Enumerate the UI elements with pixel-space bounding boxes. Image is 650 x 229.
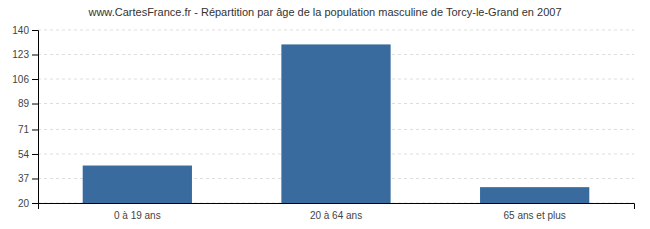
- axis-line: [32, 31, 39, 204]
- x-tick: 65 ans et plus: [504, 210, 566, 221]
- tick-mark: [32, 79, 38, 80]
- tick-label: 20: [18, 198, 30, 209]
- tick-mark: [32, 178, 38, 179]
- grid-line: [38, 30, 634, 31]
- y-tick: 71: [18, 124, 38, 135]
- axis-line: [39, 204, 635, 210]
- tick-mark: [32, 30, 38, 31]
- x-axis: 0 à 19 ans 20 à 64 ans 65 ans et plus: [39, 204, 635, 222]
- y-tick: 37: [18, 173, 38, 184]
- tick-mark: [32, 55, 38, 56]
- tick-mark: [32, 129, 38, 130]
- tick-label: 89: [18, 98, 30, 109]
- chart-container: www.CartesFrance.fr - Répartition par âg…: [0, 0, 650, 229]
- tick-label: 0 à 19 ans: [114, 210, 161, 221]
- tick-label: 106: [12, 74, 29, 85]
- tick-mark: [32, 154, 38, 155]
- bars: [83, 44, 590, 203]
- y-tick: 123: [12, 49, 38, 60]
- tick-label: 54: [18, 149, 30, 160]
- bar: [281, 44, 390, 203]
- tick-label: 65 ans et plus: [504, 210, 566, 221]
- grid: [38, 30, 634, 203]
- x-tick: 20 à 64 ans: [310, 210, 362, 221]
- tick-label: 71: [18, 124, 30, 135]
- x-tick: 0 à 19 ans: [114, 210, 161, 221]
- tick-mark: [32, 104, 38, 105]
- bar: [83, 166, 192, 203]
- tick-label: 123: [12, 49, 29, 60]
- tick-label: 140: [12, 25, 29, 36]
- tick-label: 20 à 64 ans: [310, 210, 362, 221]
- title: www.CartesFrance.fr - Répartition par âg…: [87, 6, 561, 18]
- chart-svg: www.CartesFrance.fr - Répartition par âg…: [0, 0, 650, 229]
- y-tick: 140: [12, 25, 38, 36]
- tick-label: 37: [18, 173, 30, 184]
- bar: [480, 187, 589, 203]
- y-tick: 54: [18, 149, 38, 160]
- y-tick: 106: [12, 74, 38, 85]
- tick-mark: [32, 203, 38, 204]
- y-axis: 20 37 54 71 89 106 123 140: [12, 25, 38, 209]
- y-tick: 89: [18, 98, 38, 109]
- y-tick: 20: [18, 198, 38, 209]
- plot-area: 20 37 54 71 89 106 123 140 0 à 19 ans 20 à 64 ans…: [12, 25, 634, 221]
